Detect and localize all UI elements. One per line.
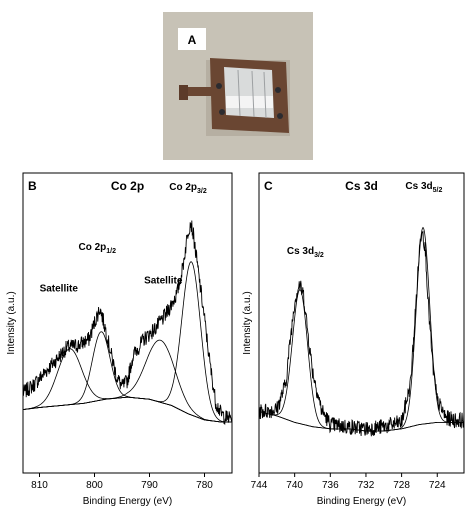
peak-annotation: Co 2p1/2 xyxy=(78,242,116,255)
plot-frame xyxy=(258,172,465,474)
peak-annotation: Cs 3d5/2 xyxy=(405,181,442,194)
x-tick-label: 744 xyxy=(251,480,268,491)
x-axis-label: Binding Energy (eV) xyxy=(317,496,407,507)
x-tick-label: 790 xyxy=(141,480,158,491)
x-tick-label: 740 xyxy=(286,480,303,491)
measured-spectrum xyxy=(258,230,465,437)
clip-dot xyxy=(277,113,283,119)
co-2p-panel: B Co 2p 810 800 790 780 Binding Energy (eV) Int… xyxy=(6,172,233,507)
x-tick-label: 728 xyxy=(393,480,410,491)
device-foil xyxy=(224,67,274,118)
x-tick-label: 810 xyxy=(31,480,48,491)
peak-annotation: Satellite xyxy=(144,275,183,286)
device-photo: A xyxy=(163,12,313,160)
measured-spectrum xyxy=(22,220,233,426)
peak-annotation: Satellite xyxy=(40,284,79,295)
peak-annotation: Cs 3d3/2 xyxy=(287,246,324,259)
clip-dot xyxy=(216,83,222,89)
x-tick-label: 732 xyxy=(358,480,375,491)
device-foil-strip xyxy=(226,96,273,108)
chart-title: Cs 3d xyxy=(345,179,378,193)
x-axis-label: Binding Energy (eV) xyxy=(83,496,173,507)
fit-peak-curve xyxy=(258,226,464,432)
x-tick-label: 780 xyxy=(196,480,213,491)
plot-frame xyxy=(22,172,233,474)
device-tab xyxy=(181,87,213,96)
x-tick-label: 724 xyxy=(429,480,446,491)
fit-peak-curve xyxy=(22,331,232,423)
cs-3d-panel: C Cs 3d 744 740 736 732 728 724 Binding Energy (… xyxy=(242,172,465,507)
y-axis-label: Intensity (a.u.) xyxy=(6,291,17,354)
foil-line xyxy=(251,70,255,118)
chart-title: Co 2p xyxy=(111,179,144,193)
peak-annotation: Co 2p3/2 xyxy=(169,182,207,195)
photo-label-box xyxy=(178,28,206,50)
clip-dot xyxy=(275,87,281,93)
panel-label: B xyxy=(28,179,37,193)
x-tick-label: 800 xyxy=(86,480,103,491)
foil-line xyxy=(263,71,267,119)
device-tab-tip xyxy=(179,85,188,100)
panel-label: C xyxy=(264,179,273,193)
y-axis-label: Intensity (a.u.) xyxy=(242,291,253,354)
clip-dot xyxy=(219,109,225,115)
foil-line xyxy=(237,69,241,117)
background-curve xyxy=(22,396,232,423)
x-tick-label: 736 xyxy=(322,480,339,491)
photo-label: A xyxy=(188,33,197,47)
